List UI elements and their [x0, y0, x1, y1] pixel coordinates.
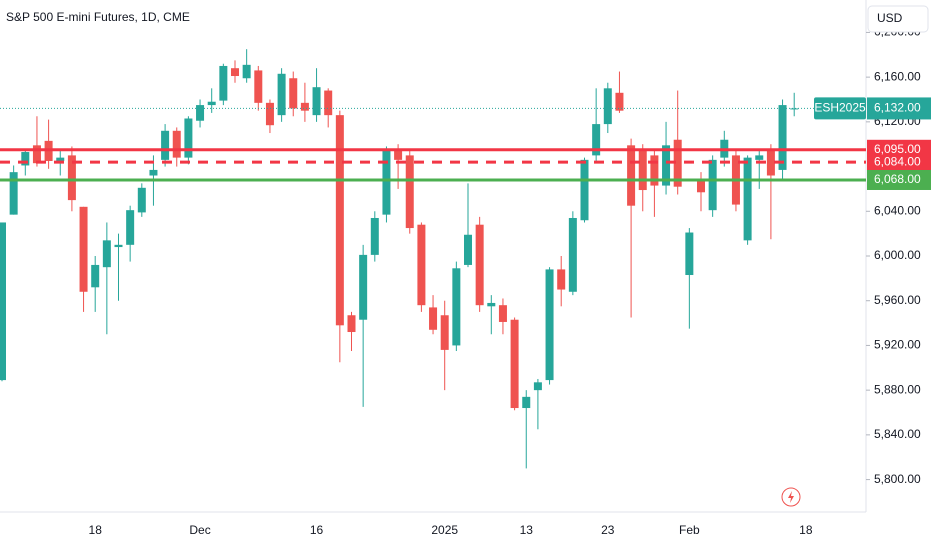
candle-body: [289, 78, 298, 109]
level-tag-text: 6,084.00: [874, 154, 921, 168]
level-tag: [867, 169, 931, 190]
candle-body: [405, 155, 414, 229]
candle-body: [394, 149, 403, 160]
candle-body: [32, 145, 41, 164]
candle-body: [603, 88, 612, 125]
candle-body: [277, 73, 286, 116]
candle-body: [79, 206, 88, 292]
candle-body: [708, 159, 717, 211]
currency[interactable]: USD: [877, 11, 903, 25]
currency-box[interactable]: [867, 5, 929, 33]
candle-body: [137, 187, 146, 213]
y-tick-label: 5,840.00: [874, 427, 921, 441]
candle-body: [755, 155, 764, 160]
candle-body: [335, 115, 344, 326]
candle-body: [627, 145, 636, 206]
candle-body: [265, 102, 274, 126]
candle-body: [475, 224, 484, 306]
x-tick-label: 2025: [431, 523, 458, 537]
candle-body: [21, 152, 30, 166]
candle-body: [685, 232, 694, 276]
candle-body: [149, 169, 158, 176]
x-tick-label: 18: [799, 523, 813, 537]
candle-body: [67, 155, 76, 201]
candle-body: [231, 68, 239, 77]
candle-body: [557, 269, 566, 290]
level-tag-text: 6,068.00: [874, 172, 921, 186]
candle-body: [207, 101, 216, 106]
candle-body: [429, 307, 438, 330]
candle-body: [498, 305, 507, 322]
candle-body: [242, 64, 251, 79]
candle-body: [102, 240, 111, 268]
candle-body: [662, 145, 671, 186]
price-tag-text: 6,132.00: [874, 101, 921, 115]
y-tick-label: 6,040.00: [874, 203, 921, 217]
level-tag-text: 6,095.00: [874, 142, 921, 156]
chart-title: S&P 500 E-mini Futures, 1D, CME: [6, 10, 190, 24]
candle-body: [219, 65, 228, 101]
plot: [0, 49, 866, 469]
candle-body: [533, 382, 542, 391]
event-bolt: [788, 491, 794, 503]
x-tick-label: Feb: [679, 523, 700, 537]
candle-body: [370, 217, 379, 255]
candle-body: [487, 302, 496, 307]
candle-body: [790, 108, 799, 110]
candle-body: [9, 172, 18, 215]
y-tick-label: 5,880.00: [874, 382, 921, 396]
x-tick-label: 18: [89, 523, 103, 537]
candle-body: [254, 70, 263, 103]
candle-body: [196, 105, 205, 121]
candle-body: [510, 319, 519, 409]
y-tick-label: 6,160.00: [874, 69, 921, 83]
candle-body: [568, 217, 577, 292]
candle-body: [464, 234, 472, 265]
candle-body: [359, 254, 368, 320]
candle-body: [312, 87, 321, 116]
y-tick-label: 5,960.00: [874, 293, 921, 307]
candle-body: [382, 148, 391, 215]
candle-body: [161, 130, 170, 160]
candle-body: [580, 159, 589, 221]
candle-body: [592, 124, 601, 156]
candle-body: [452, 268, 461, 346]
x-tick-label: 16: [310, 523, 324, 537]
candle-body: [347, 315, 356, 333]
candle-body: [522, 396, 531, 409]
candle-body: [300, 102, 309, 111]
x-tick-label: 23: [601, 523, 615, 537]
price-tag: [867, 97, 931, 120]
candle-body: [172, 130, 181, 158]
candle-body: [673, 139, 682, 187]
symbol-tag-text: ESH2025: [814, 101, 866, 115]
candle-body: [417, 224, 426, 306]
candle-body: [778, 105, 787, 170]
candle-body: [697, 179, 705, 193]
candle-body: [650, 155, 659, 186]
symbol-tag: [814, 97, 866, 120]
candle-body: [91, 264, 100, 288]
candle-body: [615, 92, 624, 111]
y-tick-label: 5,800.00: [874, 472, 921, 486]
level-tag: [867, 152, 931, 173]
x-tick-label: 13: [520, 523, 534, 537]
candle-body: [184, 118, 193, 158]
candle-body: [126, 210, 135, 245]
x-tick-label: Dec: [189, 523, 210, 537]
candle-body: [0, 222, 6, 381]
candle-body: [114, 244, 123, 248]
candle-body: [324, 90, 333, 116]
candle-body: [638, 149, 647, 191]
y-tick-label: 5,920.00: [874, 338, 921, 352]
candle-body: [545, 269, 554, 381]
candle-body: [766, 149, 775, 176]
candle-body: [743, 157, 752, 241]
y-tick-label: 6,000.00: [874, 248, 921, 262]
candle-body: [440, 315, 449, 350]
candle-body: [56, 157, 65, 161]
